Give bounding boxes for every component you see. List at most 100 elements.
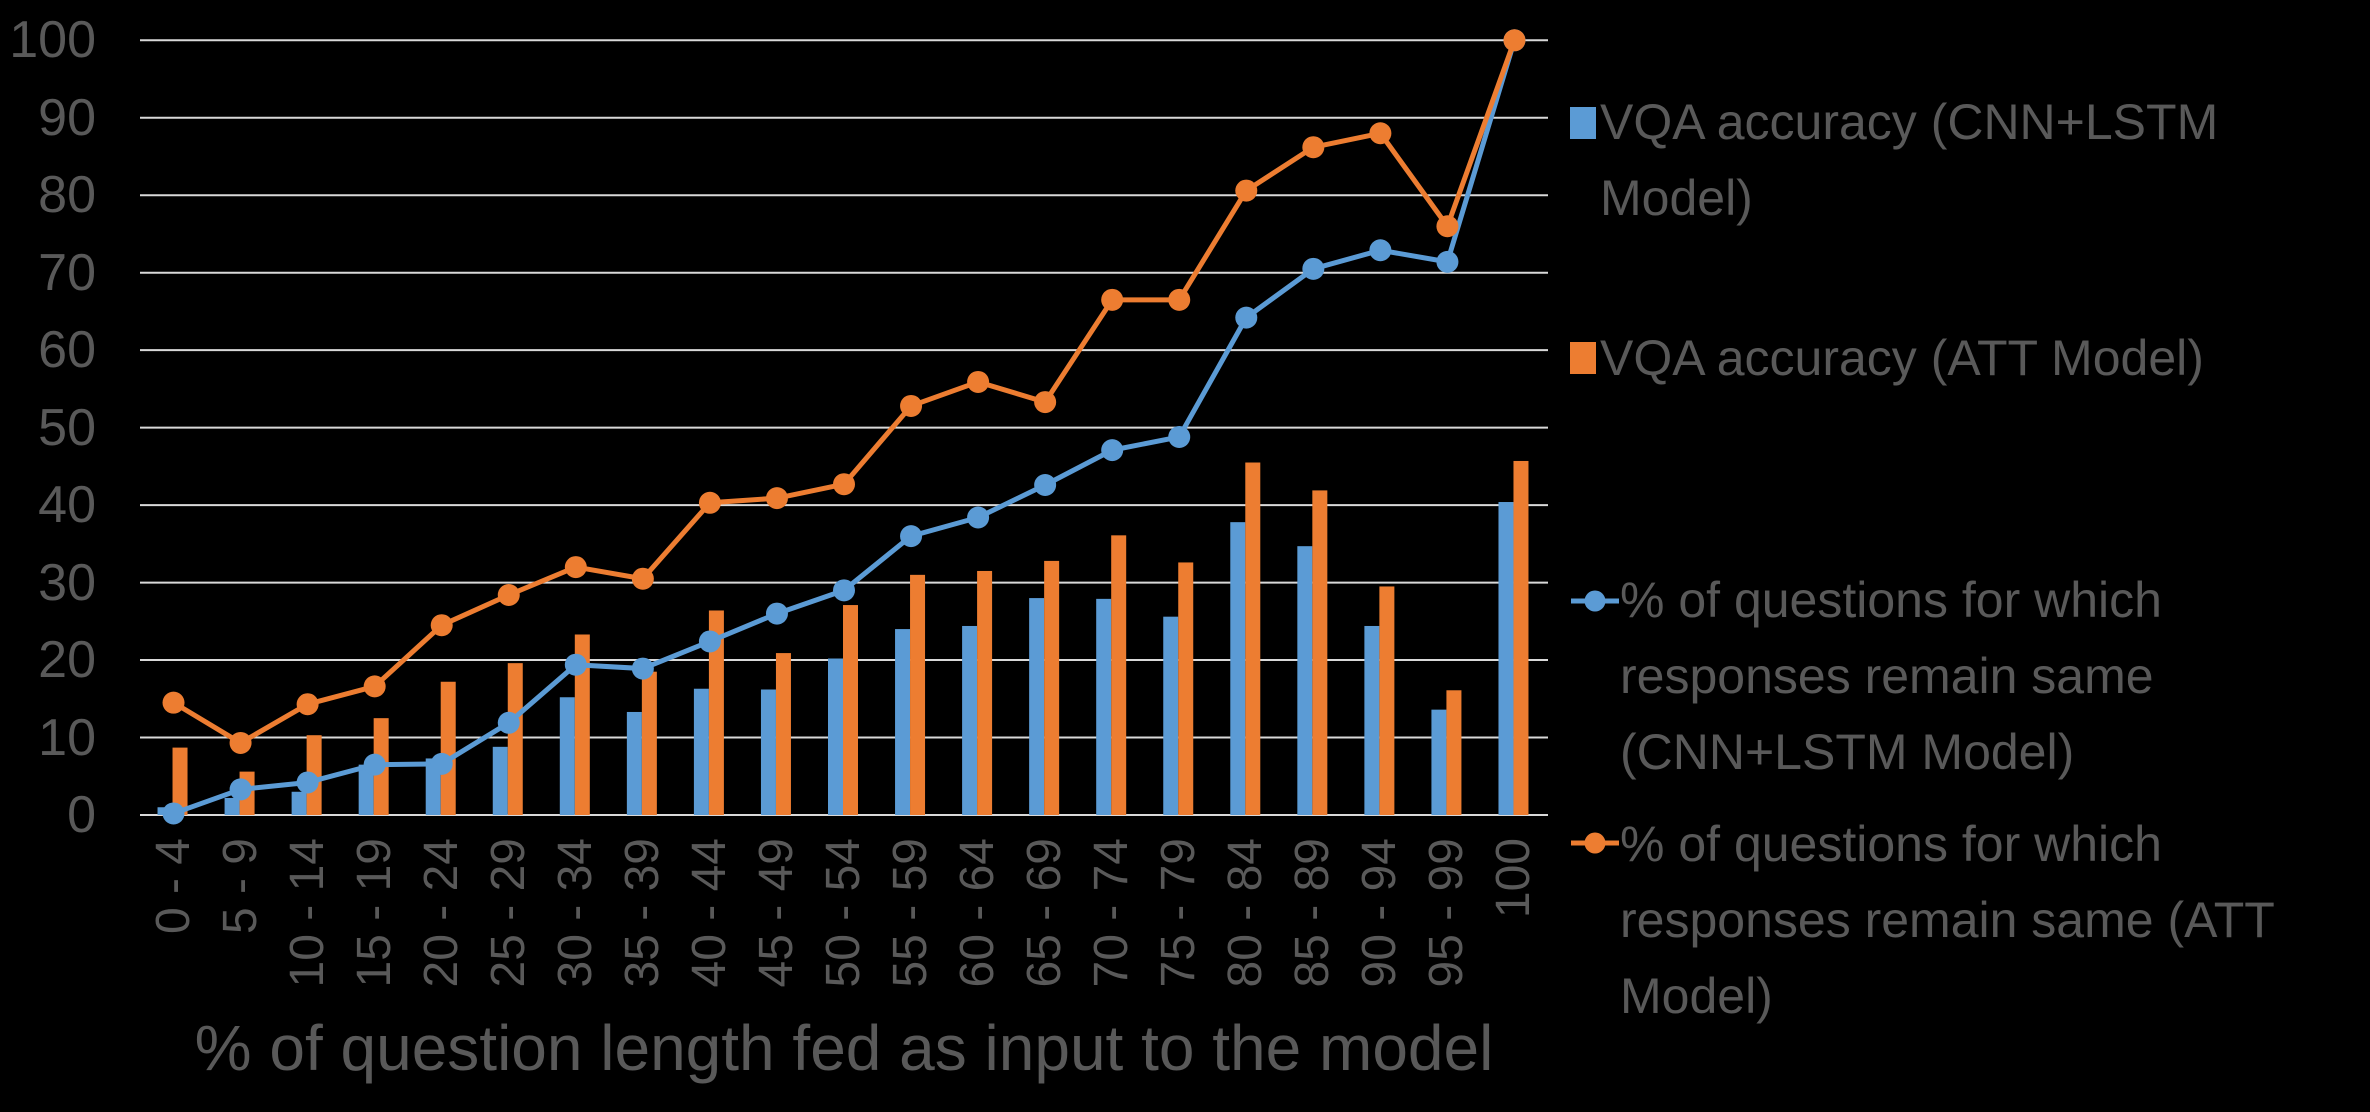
line-marker-pct-same-att xyxy=(698,491,721,514)
y-axis-tick-label: 60 xyxy=(38,321,96,380)
line-marker-pct-same-cnn-lstm xyxy=(229,778,252,801)
bar-vqa-accuracy-att xyxy=(172,747,188,815)
line-marker-pct-same-cnn-lstm xyxy=(296,771,319,794)
bar-vqa-accuracy-cnn-lstm xyxy=(1431,709,1447,815)
line-marker-pct-same-cnn-lstm xyxy=(1101,439,1124,462)
line-marker-pct-same-cnn-lstm xyxy=(363,753,386,776)
bar-vqa-accuracy-att xyxy=(1379,586,1395,815)
y-axis-tick-label: 10 xyxy=(38,708,96,767)
line-marker-pct-same-cnn-lstm xyxy=(698,630,721,653)
bar-vqa-accuracy-cnn-lstm xyxy=(358,764,374,815)
y-axis-tick-label: 30 xyxy=(38,553,96,612)
line-marker-pct-same-att xyxy=(497,583,520,606)
line-marker-pct-same-att xyxy=(1436,215,1459,238)
y-axis-tick-label: 80 xyxy=(38,166,96,225)
bar-vqa-accuracy-att xyxy=(574,634,590,815)
x-axis-tick-label: 45 - 49 xyxy=(749,838,803,988)
line-marker-pct-same-att xyxy=(1168,288,1191,311)
y-axis-tick-label: 20 xyxy=(38,631,96,690)
bar-vqa-accuracy-att xyxy=(775,653,791,815)
x-axis-tick-label: 25 - 29 xyxy=(481,838,535,988)
bar-vqa-accuracy-att xyxy=(1245,462,1261,815)
bar-vqa-accuracy-att xyxy=(1513,460,1529,815)
line-marker-pct-same-att xyxy=(162,691,185,714)
line-marker-pct-same-att xyxy=(833,473,855,496)
line-marker-pct-same-att xyxy=(1503,29,1526,52)
line-marker-pct-same-cnn-lstm xyxy=(1168,425,1191,448)
bar-vqa-accuracy-att xyxy=(910,574,926,815)
bar-vqa-accuracy-att xyxy=(641,671,657,815)
bar-vqa-accuracy-att xyxy=(1111,535,1127,815)
x-axis-tick-label: 65 - 69 xyxy=(1018,838,1072,988)
line-marker-pct-same-cnn-lstm xyxy=(967,506,990,529)
line-marker-pct-same-cnn-lstm xyxy=(1034,473,1057,496)
bar-vqa-accuracy-att xyxy=(1446,690,1462,815)
bar-vqa-accuracy-cnn-lstm xyxy=(693,688,709,815)
bar-vqa-accuracy-cnn-lstm xyxy=(559,697,575,815)
bar-vqa-accuracy-cnn-lstm xyxy=(1163,616,1179,815)
bar-vqa-accuracy-cnn-lstm xyxy=(1230,522,1246,815)
x-axis-tick-label: 55 - 59 xyxy=(884,838,938,988)
x-axis-tick-label: 70 - 74 xyxy=(1085,838,1139,988)
line-marker-pct-same-att xyxy=(430,614,453,637)
line-marker-pct-same-att xyxy=(765,487,788,510)
line-marker-pct-same-att xyxy=(967,370,990,393)
line-marker-pct-same-cnn-lstm xyxy=(497,711,520,734)
line-marker-pct-same-att xyxy=(631,567,654,590)
bar-vqa-accuracy-cnn-lstm xyxy=(1297,546,1313,815)
x-axis-tick-label: 5 - 9 xyxy=(213,838,267,935)
line-marker-pct-same-att xyxy=(1302,136,1325,159)
line-marker-pct-same-att xyxy=(1369,122,1392,145)
bar-vqa-accuracy-cnn-lstm xyxy=(291,791,307,815)
line-marker-pct-same-att xyxy=(1235,179,1258,202)
bar-vqa-accuracy-att xyxy=(1044,560,1060,815)
line-marker-pct-same-cnn-lstm xyxy=(833,579,855,602)
bar-vqa-accuracy-cnn-lstm xyxy=(626,711,642,815)
line-marker-pct-same-cnn-lstm xyxy=(631,657,654,680)
line-marker-pct-same-att xyxy=(229,731,252,754)
bar-vqa-accuracy-cnn-lstm xyxy=(492,746,508,815)
x-axis-tick-label: 100 xyxy=(1487,838,1541,919)
x-axis-tick-label: 60 - 64 xyxy=(951,838,1005,988)
bar-vqa-accuracy-cnn-lstm xyxy=(1498,502,1514,815)
line-marker-pct-same-att xyxy=(296,693,319,716)
bar-vqa-accuracy-cnn-lstm xyxy=(962,625,978,815)
bar-vqa-accuracy-att xyxy=(507,663,523,815)
line-marker-pct-same-cnn-lstm xyxy=(564,653,587,676)
x-axis-tick-label: 90 - 94 xyxy=(1353,838,1407,988)
bar-vqa-accuracy-cnn-lstm xyxy=(895,629,911,815)
x-axis-tick-label: 75 - 79 xyxy=(1152,838,1206,988)
y-axis-tick-label: 70 xyxy=(38,243,96,302)
line-marker-pct-same-att xyxy=(363,675,386,698)
line-marker-pct-same-att xyxy=(1034,391,1057,414)
bar-vqa-accuracy-cnn-lstm xyxy=(828,658,843,815)
x-axis-tick-label: 15 - 19 xyxy=(347,838,401,988)
line-marker-pct-same-att xyxy=(1101,288,1124,311)
x-axis-tick-label: 30 - 34 xyxy=(548,838,602,988)
x-axis-tick-label: 40 - 44 xyxy=(682,838,736,988)
x-axis-tick-label: 80 - 84 xyxy=(1219,838,1273,988)
x-axis-tick-label: 10 - 14 xyxy=(280,838,334,988)
line-marker-pct-same-cnn-lstm xyxy=(1436,250,1459,273)
line-marker-pct-same-cnn-lstm xyxy=(430,752,453,775)
bar-vqa-accuracy-cnn-lstm xyxy=(1364,625,1380,815)
line-marker-pct-same-cnn-lstm xyxy=(162,802,185,825)
x-axis-tick-label: 20 - 24 xyxy=(414,838,468,988)
line-marker-pct-same-cnn-lstm xyxy=(1369,239,1392,262)
bar-vqa-accuracy-cnn-lstm xyxy=(1096,598,1112,815)
bar-vqa-accuracy-cnn-lstm xyxy=(760,689,776,815)
bar-vqa-accuracy-att xyxy=(440,681,456,815)
y-axis-tick-label: 100 xyxy=(9,11,96,70)
line-marker-pct-same-att xyxy=(564,556,587,579)
x-axis-tick-label: 35 - 39 xyxy=(615,838,669,988)
x-axis-tick-label: 0 - 4 xyxy=(146,838,200,935)
bar-vqa-accuracy-att xyxy=(977,570,993,815)
x-axis-tick-label: 85 - 89 xyxy=(1286,838,1340,988)
line-marker-pct-same-cnn-lstm xyxy=(1235,306,1258,329)
x-axis-title: % of question length fed as input to the… xyxy=(194,1012,1494,1084)
x-axis-tick-label: 50 - 54 xyxy=(817,838,870,988)
y-axis-tick-label: 90 xyxy=(38,88,96,147)
line-marker-pct-same-cnn-lstm xyxy=(900,525,923,548)
bar-vqa-accuracy-att xyxy=(843,605,858,815)
y-axis-tick-label: 50 xyxy=(38,398,96,457)
